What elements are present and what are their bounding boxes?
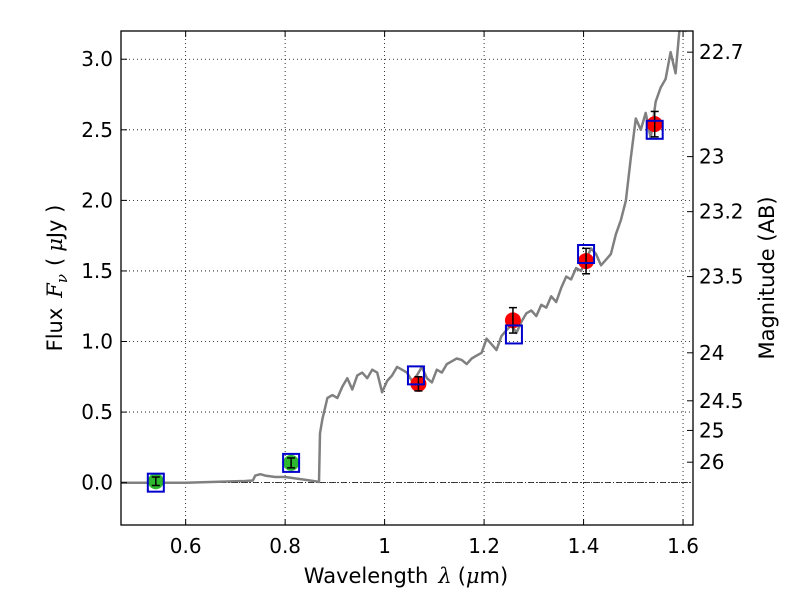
model-photometry-square [577,244,596,265]
model-photometry-square [645,119,664,140]
y-tick-label: 3.0 [81,47,113,71]
y2-tick-label: 24.5 [699,389,744,413]
model-photometry-square [146,472,165,493]
y-tick-label: 2.0 [81,188,113,212]
y2-axis-label: Magnitude (AB) [755,196,779,359]
x-tick-label: 0.6 [170,534,202,558]
x-axis-label: Wavelength λ (μm) [304,564,508,588]
y-tick-label: 0.5 [81,400,113,424]
axis-ticks: 0.6 0.8 1 1.2 1.4 1.6 0.0 0.5 1.0 1.5 2.0 2.5 3.0 22.… [81,31,744,558]
y2-tick-label: 23.5 [699,265,744,289]
y2-tick-label: 25 [699,418,724,442]
y2-tick-label: 26 [699,450,724,474]
y-tick-label: 0.0 [81,471,113,495]
model-spectrum-line [121,31,687,484]
model-photometry-square [504,324,523,345]
x-tick-label: 1.2 [468,534,500,558]
y-tick-label: 1.5 [81,259,113,283]
y-tick-label: 1.0 [81,330,113,354]
model-photometry-square [282,452,301,473]
plot-area [121,31,693,493]
y2-tick-label: 24 [699,341,724,365]
model-photometry-square [406,365,425,386]
y-tick-label: 2.5 [81,118,113,142]
x-tick-label: 1.4 [568,534,600,558]
x-tick-label: 0.8 [269,534,301,558]
x-tick-label: 1.6 [667,534,699,558]
y2-tick-label: 23 [699,145,724,169]
x-tick-label: 1 [378,534,391,558]
y2-tick-label: 22.7 [699,40,744,64]
y-axis-label: FluxFν(μJy ) [43,205,71,352]
axes-frame [120,30,694,526]
y2-tick-label: 23.2 [699,200,744,224]
